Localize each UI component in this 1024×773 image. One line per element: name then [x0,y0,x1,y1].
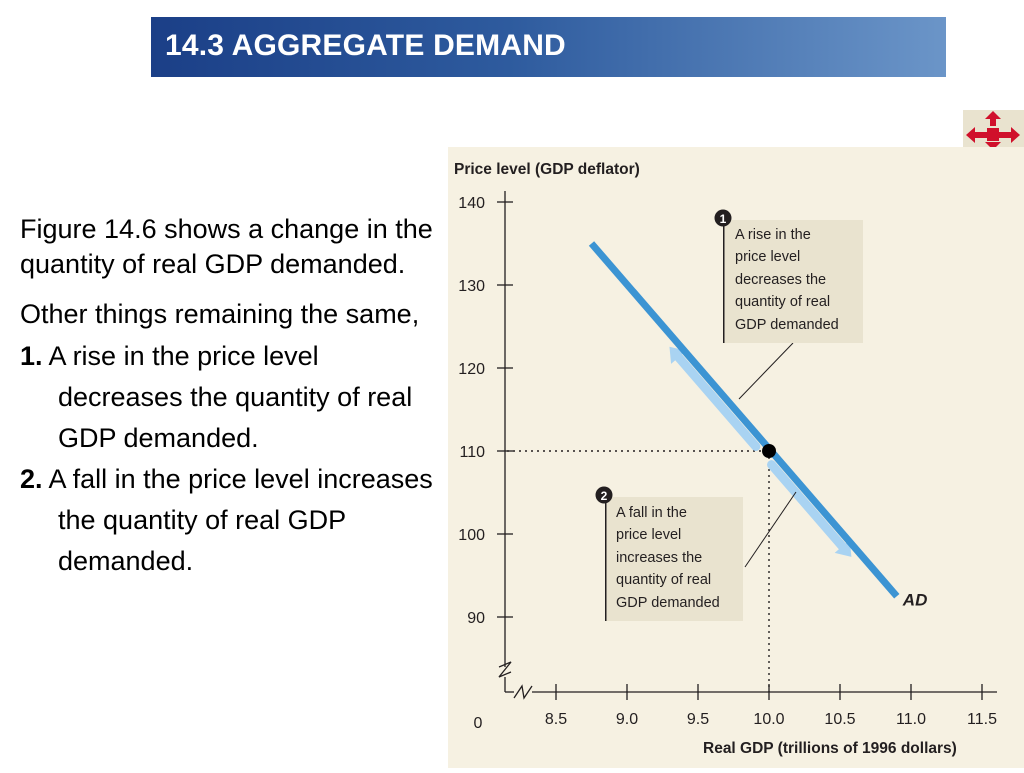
title-bar: 14.3 AGGREGATE DEMAND [151,17,946,77]
ad-chart: Price level (GDP deflator) Real GDP (tri… [445,147,1024,768]
x-axis-break [513,684,533,700]
annotation-2-box [605,497,743,621]
x-tick-label-4: 10.5 [824,711,855,728]
movement-up-arrow [674,352,761,452]
annotation-2-marker-number: 2 [601,489,608,503]
point-two-number: 2. [20,464,43,494]
x-tick-label-1: 9.0 [616,711,638,728]
annotation-1-marker [714,209,732,227]
ad-chart-svg: Price level (GDP deflator) Real GDP (tri… [445,147,1024,768]
annotation-2-line-2: price level [616,527,681,543]
annotation-1-leader [738,342,794,400]
annotation-2-line-4: quantity of real [616,572,711,588]
movement-down-arrow [767,460,847,551]
annotation-1-bar [723,220,725,343]
y-tick-label-3: 120 [458,361,485,378]
point-one-text: A rise in the price level decreases the … [48,341,413,453]
y-axis-break [498,661,512,678]
y-axis-label: Price level (GDP deflator) [454,161,640,178]
origin-label: 0 [474,715,483,732]
annotation-1-line-4: quantity of real [735,294,830,310]
ad-curve-label: AD [902,590,928,609]
annotation-2-bar [605,497,607,621]
point-two-text: A fall in the price level increases the … [48,464,433,576]
y-tick-label-5: 140 [458,195,485,212]
equilibrium-point [762,444,776,458]
panel-edge [445,147,448,768]
x-tick-label-5: 11.0 [896,711,926,728]
x-tick-label-2: 9.5 [687,711,709,728]
y-ticks: 90 100 110 120 130 140 [458,195,513,627]
point-one-number: 1. [20,341,43,371]
annotation-1-line-1: A rise in the [735,227,811,243]
home-arrows-icon[interactable] [963,110,1024,150]
x-tick-label-0: 8.5 [545,711,567,728]
annotation-1-box [723,220,863,343]
annotation-1-marker-number: 1 [720,212,727,226]
y-tick-label-2: 110 [459,444,485,461]
explanation-text: Figure 14.6 shows a change in the quanti… [20,212,445,582]
annotation-2-line-5: GDP demanded [616,595,720,611]
point-one: 1. A rise in the price level decreases t… [20,336,445,459]
y-tick-label-0: 90 [467,610,485,627]
annotation-2-line-1: A fall in the [616,505,687,521]
y-tick-label-1: 100 [458,527,485,544]
annotation-1-line-3: decreases the [735,272,826,288]
condition-paragraph: Other things remaining the same, [20,299,420,329]
annotation-2-marker [595,486,613,504]
point-two: 2. A fall in the price level increases t… [20,459,445,582]
annotation-1-line-5: GDP demanded [735,317,839,333]
x-ticks: 8.5 9.0 9.5 10.0 10.5 11.0 11.5 [545,684,997,728]
annotation-2-leader [744,491,797,568]
x-tick-label-6: 11.5 [967,711,997,728]
annotation-2-line-3: increases the [616,550,702,566]
ad-curve [588,241,900,599]
annotation-1-line-2: price level [735,249,800,265]
x-axis-label: Real GDP (trillions of 1996 dollars) [703,740,957,757]
x-tick-label-3: 10.0 [753,711,784,728]
intro-paragraph: Figure 14.6 shows a change in the quanti… [20,214,433,279]
y-tick-label-4: 130 [458,278,485,295]
page-title: 14.3 AGGREGATE DEMAND [165,29,566,62]
